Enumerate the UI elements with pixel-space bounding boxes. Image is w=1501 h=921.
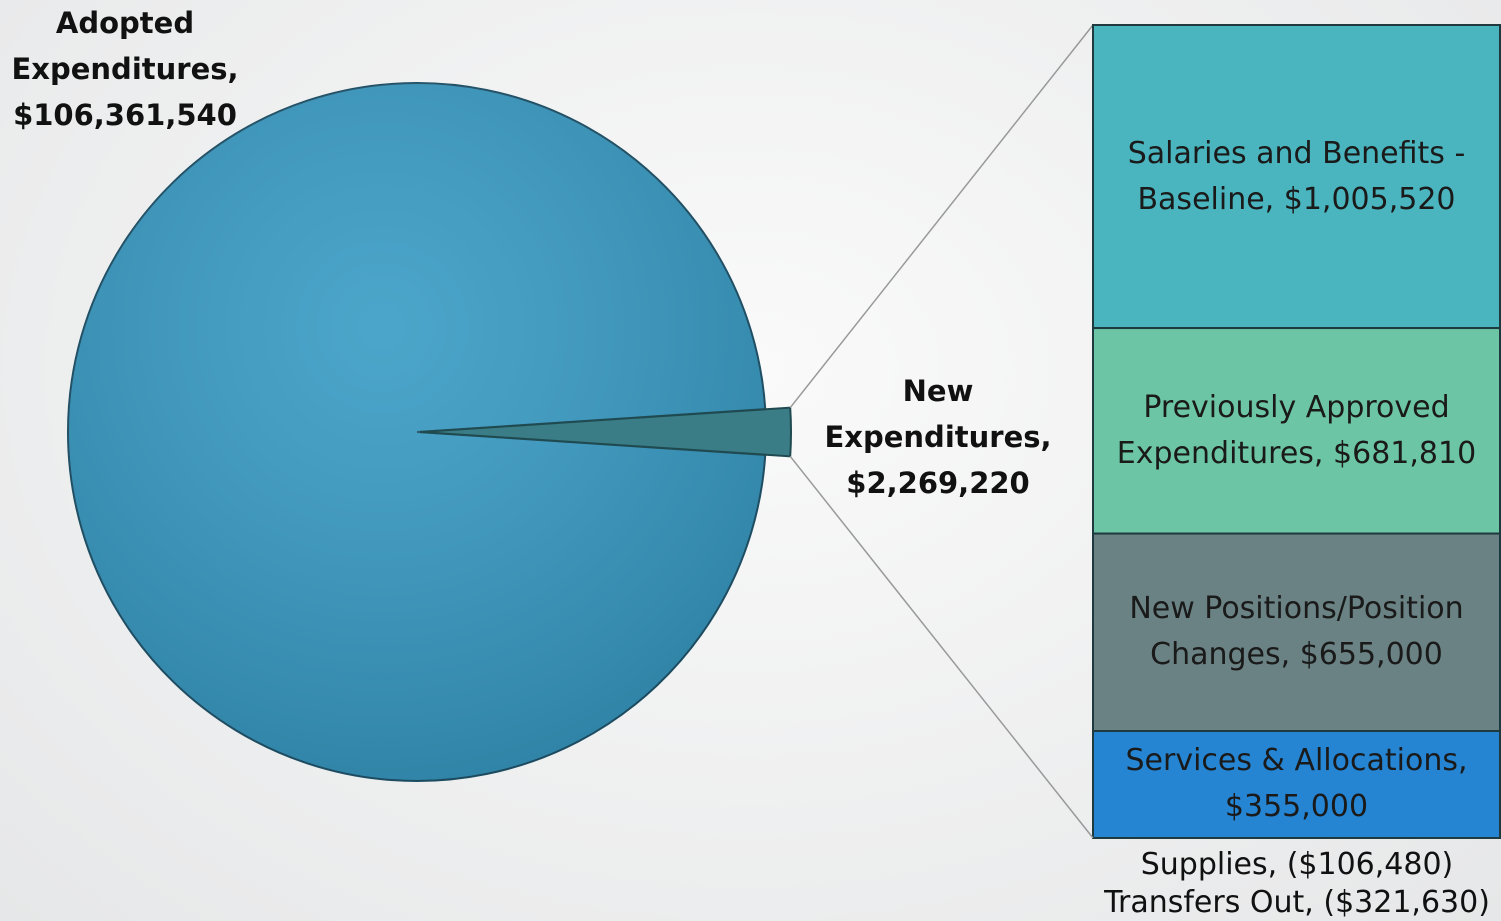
category: Adopted Expenditures,: [11, 6, 239, 86]
negative-label: Transfers Out, ($321,630): [1093, 884, 1501, 921]
bar-segment: [1092, 729, 1501, 840]
pie-label: New Expenditures, $2,269,220: [818, 368, 1058, 506]
segment-label: Services & Allocations, $355,000: [1093, 731, 1500, 838]
category: Previously Approved Expenditures,: [1116, 389, 1450, 471]
pie-slice: [419, 406, 792, 458]
value-label: ($106,480): [1286, 847, 1454, 882]
label: Salaries and Benefits - Baseline, $1,005…: [1099, 131, 1494, 223]
connector: [789, 24, 1094, 409]
category: New Expenditures,: [824, 374, 1052, 454]
value-label: $355,000: [1224, 789, 1369, 825]
category: Supplies,: [1140, 847, 1278, 882]
segment-label: Previously Approved Expenditures, $681,8…: [1093, 328, 1500, 534]
label: Previously Approved Expenditures, $681,8…: [1099, 385, 1494, 477]
label: Services & Allocations, $355,000: [1099, 738, 1494, 830]
segment-label: New Positions/Position Changes, $655,000: [1093, 534, 1500, 731]
bar-segment: [1092, 327, 1501, 535]
bar-segment: [1092, 532, 1501, 732]
label: New Positions/Position Changes, $655,000: [1099, 586, 1494, 678]
value-label: $655,000: [1299, 637, 1443, 673]
value-label: $1,005,520: [1283, 181, 1456, 217]
category: New Positions/Position Changes,: [1129, 591, 1464, 673]
connector: [789, 455, 1094, 839]
bar-segment: [1092, 24, 1501, 330]
value-label: ($321,630): [1323, 885, 1490, 920]
category: Services & Allocations,: [1125, 743, 1468, 779]
value-label: $681,810: [1333, 435, 1477, 471]
value-label: $2,269,220: [846, 466, 1030, 500]
segment-label: Salaries and Benefits - Baseline, $1,005…: [1093, 25, 1500, 328]
category: Salaries and Benefits - Baseline,: [1127, 135, 1466, 217]
category: Transfers Out,: [1104, 885, 1314, 920]
pie-shade: [68, 83, 766, 782]
negative-label: Supplies, ($106,480): [1093, 846, 1501, 884]
value-label: $106,361,540: [13, 98, 237, 132]
pie-label: Adopted Expenditures, $106,361,540: [5, 0, 245, 138]
